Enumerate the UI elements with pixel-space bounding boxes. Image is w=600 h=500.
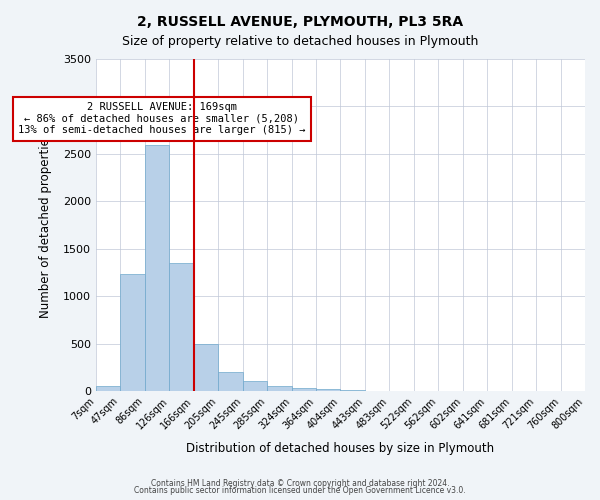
Bar [145, 146, 169, 391]
Bar [340, 390, 365, 391]
Bar [96, 386, 121, 391]
Bar [169, 263, 194, 391]
Text: Size of property relative to detached houses in Plymouth: Size of property relative to detached ho… [122, 35, 478, 48]
Bar [267, 386, 292, 391]
Bar [292, 388, 316, 391]
Bar [316, 389, 340, 391]
Bar [194, 344, 218, 391]
Bar [242, 380, 267, 391]
Text: Contains public sector information licensed under the Open Government Licence v3: Contains public sector information licen… [134, 486, 466, 495]
Bar [121, 274, 145, 391]
X-axis label: Distribution of detached houses by size in Plymouth: Distribution of detached houses by size … [187, 442, 494, 455]
Text: 2, RUSSELL AVENUE, PLYMOUTH, PL3 5RA: 2, RUSSELL AVENUE, PLYMOUTH, PL3 5RA [137, 15, 463, 29]
Text: 2 RUSSELL AVENUE: 169sqm
← 86% of detached houses are smaller (5,208)
13% of sem: 2 RUSSELL AVENUE: 169sqm ← 86% of detach… [18, 102, 306, 136]
Text: Contains HM Land Registry data © Crown copyright and database right 2024.: Contains HM Land Registry data © Crown c… [151, 478, 449, 488]
Y-axis label: Number of detached properties: Number of detached properties [39, 132, 52, 318]
Bar [218, 372, 242, 391]
